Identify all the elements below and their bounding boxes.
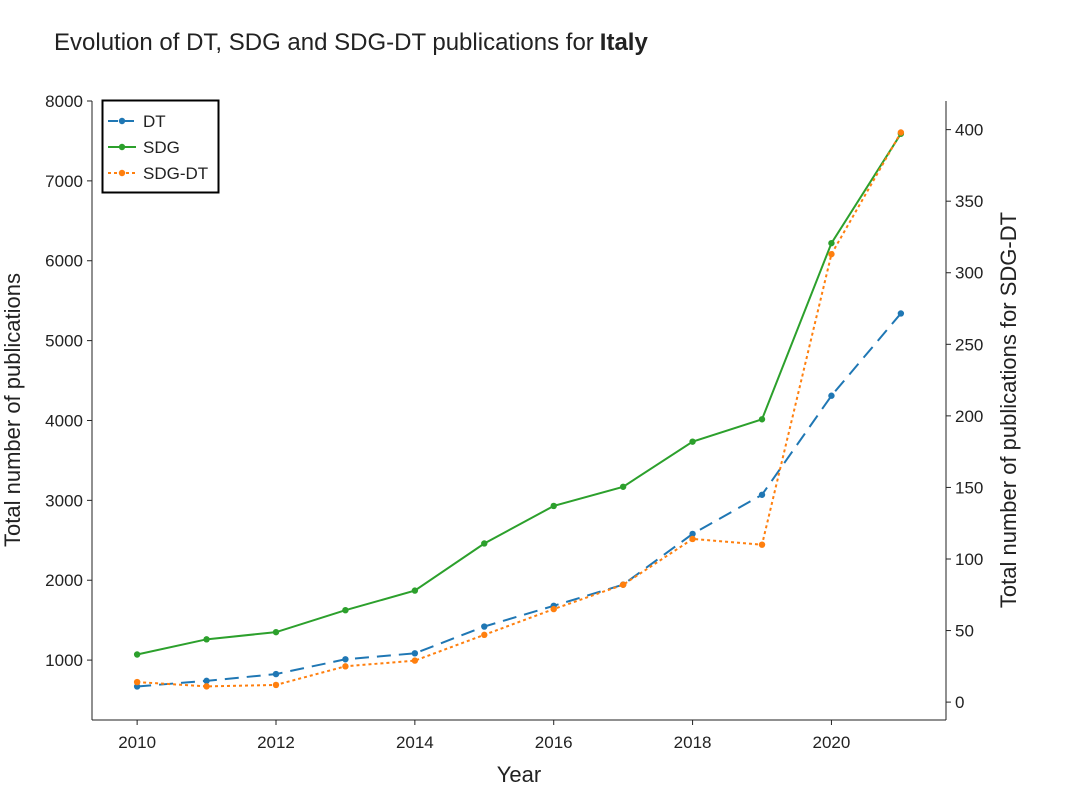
- series-line-dt: [137, 312, 902, 688]
- legend-marker-sdg-dt: [118, 169, 126, 177]
- y-tick-label-right: 200: [955, 407, 983, 426]
- data-point-dt: [481, 623, 488, 630]
- x-tick-label: 2020: [813, 733, 851, 752]
- data-point-sdg-dt: [411, 657, 419, 664]
- data-point-sdg-dt: [133, 678, 141, 686]
- y-axis-title-left: Total number of publications: [0, 273, 25, 547]
- data-point-sdg: [203, 636, 210, 643]
- data-point-dt: [133, 683, 141, 690]
- data-point-sdg-dt: [550, 605, 557, 613]
- data-point-dt: [203, 677, 210, 685]
- data-point-dt: [342, 656, 349, 663]
- data-point-sdg: [411, 587, 419, 594]
- x-tick-label: 2010: [118, 733, 156, 752]
- series-layer: [133, 129, 905, 690]
- legend: DT SDG SDG-DT: [101, 99, 220, 194]
- y-tick-label-left: 4000: [45, 411, 83, 430]
- chart-title-main: Evolution of DT, SDG and SDG-DT publicat…: [54, 29, 594, 56]
- series-dt: [133, 310, 905, 690]
- y-tick-label-right: 50: [955, 622, 974, 641]
- data-point-sdg: [481, 540, 488, 547]
- series-line-sdg-dt: [137, 131, 902, 688]
- data-point-sdg: [550, 502, 557, 510]
- data-point-sdg-dt: [689, 535, 696, 543]
- x-tick-label: 2016: [535, 733, 573, 752]
- data-point-dt: [897, 310, 905, 317]
- data-point-sdg: [689, 438, 696, 445]
- legend-entry-sdg: SDG: [108, 138, 180, 157]
- chart-title: Evolution of DT, SDG and SDG-DT publicat…: [54, 29, 648, 56]
- data-point-dt: [828, 392, 835, 399]
- y-tick-label-right: 150: [955, 478, 983, 497]
- legend-marker-dt: [118, 117, 126, 125]
- legend-label-sdg-dt: SDG-DT: [143, 164, 208, 183]
- data-point-sdg: [342, 606, 349, 614]
- y-tick-label-left: 3000: [45, 491, 83, 510]
- chart-title-emphasis: Italy: [600, 29, 649, 56]
- data-point-dt: [758, 491, 766, 498]
- data-point-sdg: [828, 239, 835, 247]
- x-tick-label: 2012: [257, 733, 295, 752]
- series-line-sdg: [136, 133, 902, 656]
- data-point-sdg-dt: [342, 663, 349, 670]
- data-point-sdg-dt: [481, 631, 488, 639]
- data-point-sdg-dt: [619, 581, 627, 588]
- data-point-dt: [411, 650, 419, 657]
- y-tick-label-left: 1000: [45, 651, 83, 670]
- data-point-sdg-dt: [272, 681, 280, 689]
- data-point-dt: [272, 670, 280, 678]
- x-axis-title: Year: [497, 762, 541, 787]
- data-point-sdg: [619, 483, 627, 490]
- data-point-sdg-dt: [897, 129, 905, 136]
- y-tick-label-right: 350: [955, 192, 983, 211]
- y-tick-label-right: 100: [955, 550, 983, 569]
- y-tick-label-right: 0: [955, 693, 964, 712]
- data-point-sdg-dt: [828, 250, 835, 258]
- y-tick-label-right: 400: [955, 121, 983, 140]
- legend-marker-sdg: [118, 143, 126, 151]
- legend-label-dt: DT: [143, 112, 166, 131]
- y-tick-label-left: 2000: [45, 571, 83, 590]
- data-point-sdg: [272, 628, 280, 636]
- y-tick-label-left: 7000: [45, 172, 83, 191]
- axes: 2010 2012 2014 2016 2018 20201000200030004000…: [45, 92, 983, 752]
- data-point-sdg-dt: [203, 683, 210, 690]
- x-tick-label: 2018: [674, 733, 712, 752]
- y-tick-label-right: 250: [955, 335, 983, 354]
- x-tick-label: 2014: [396, 733, 434, 752]
- series-sdg: [133, 130, 905, 658]
- data-point-sdg-dt: [758, 541, 766, 548]
- data-point-sdg: [133, 651, 141, 658]
- series-sdg-dt: [133, 129, 905, 690]
- legend-entry-dt: DT: [108, 112, 166, 131]
- y-tick-label-left: 8000: [45, 92, 83, 111]
- y-tick-label-left: 6000: [45, 252, 83, 271]
- data-point-sdg: [758, 416, 766, 423]
- y-axis-title-right: Total number of publications for SDG-DT: [996, 212, 1021, 608]
- legend-entry-sdg-dt: SDG-DT: [108, 164, 208, 183]
- legend-label-sdg: SDG: [143, 138, 180, 157]
- y-tick-label-left: 5000: [45, 332, 83, 351]
- y-tick-label-right: 300: [955, 264, 983, 283]
- data-point-dt: [689, 530, 696, 538]
